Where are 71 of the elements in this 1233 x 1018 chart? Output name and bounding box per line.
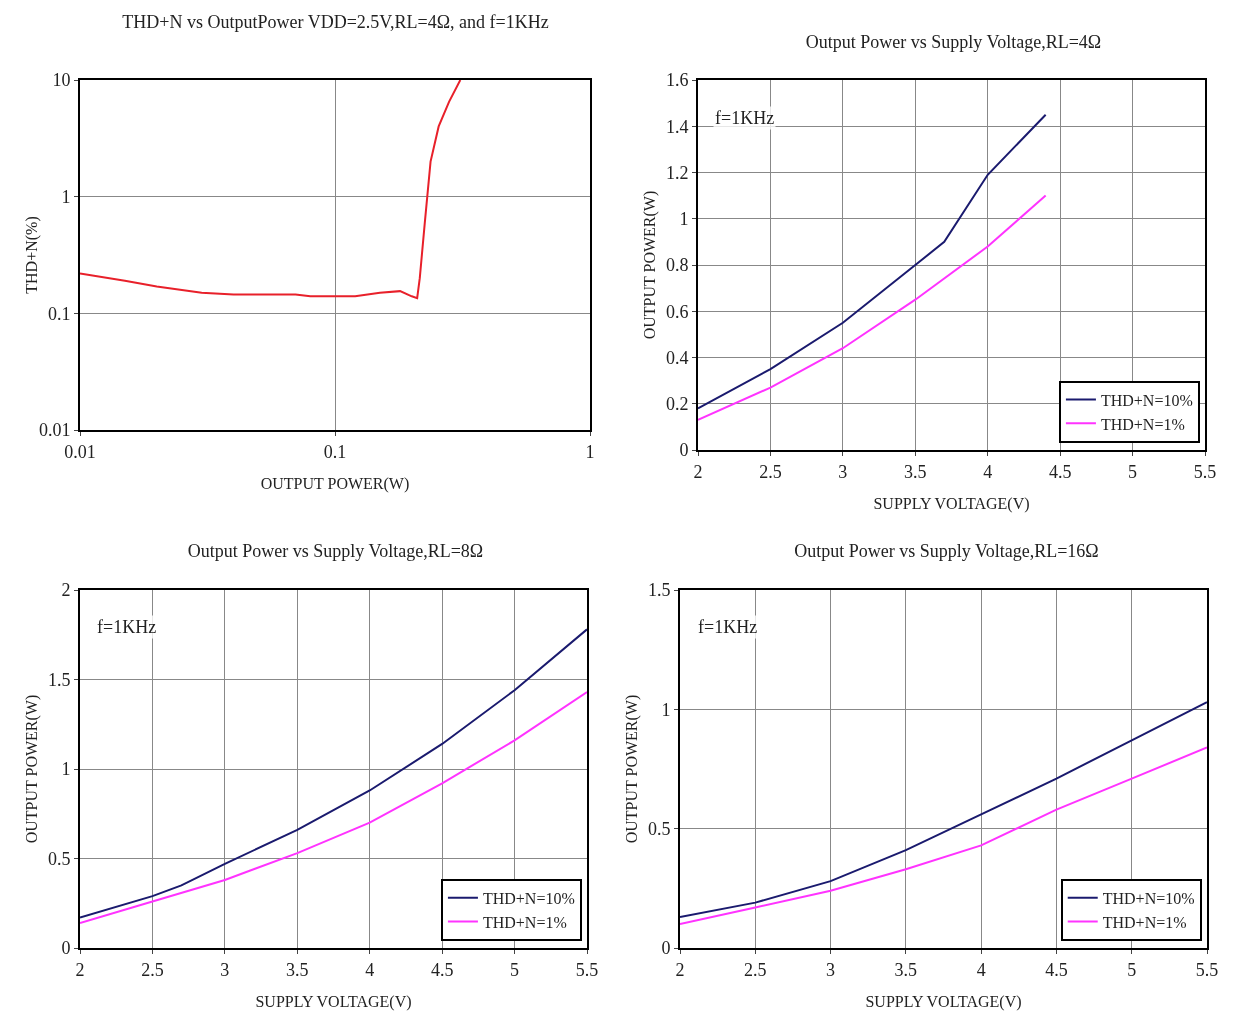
annotation: f=1KHz bbox=[715, 108, 775, 128]
y-axis-title: THD+N(%) bbox=[23, 216, 41, 294]
x-tick-label: 4 bbox=[983, 461, 993, 482]
y-tick-label: 2 bbox=[61, 580, 71, 601]
x-tick-label: 4 bbox=[976, 959, 986, 980]
annotation: f=1KHz bbox=[97, 617, 157, 637]
y-tick-label: 0 bbox=[661, 938, 671, 959]
y-tick-label: 1 bbox=[679, 209, 689, 230]
chart-title: Output Power vs Supply Voltage,RL=8Ω bbox=[187, 541, 484, 562]
x-tick-label: 1 bbox=[585, 441, 595, 462]
y-axis-title: OUTPUT POWER(W) bbox=[641, 190, 659, 340]
y-tick-label: 0.2 bbox=[665, 394, 689, 415]
y-tick-label: 1 bbox=[61, 186, 71, 207]
x-tick-label: 4.5 bbox=[1045, 959, 1068, 980]
y-tick-label: 1 bbox=[661, 699, 671, 720]
x-tick-label: 5.5 bbox=[1193, 461, 1217, 482]
y-tick-label: 0.4 bbox=[665, 347, 689, 368]
y-tick-label: 0.6 bbox=[665, 301, 689, 322]
legend-label: THD+N=1% bbox=[482, 913, 567, 931]
y-tick-label: 0.1 bbox=[47, 303, 71, 324]
y-tick-label: 0.01 bbox=[38, 420, 71, 441]
y-tick-label: 0 bbox=[61, 938, 71, 959]
chart-title: THD+N vs OutputPower VDD=2.5V,RL=4Ω, and f=1KHz bbox=[122, 11, 549, 32]
legend-label: THD+N=10% bbox=[482, 889, 575, 907]
y-tick-label: 1.4 bbox=[665, 116, 689, 137]
x-tick-label: 3 bbox=[826, 959, 836, 980]
y-tick-label: 0.8 bbox=[665, 255, 689, 276]
annotation: f=1KHz bbox=[698, 617, 758, 637]
legend-label: THD+N=1% bbox=[1100, 415, 1185, 433]
y-tick-label: 1.5 bbox=[47, 669, 71, 690]
line-series bbox=[698, 194, 1047, 421]
chart-title: Output Power vs Supply Voltage,RL=4Ω bbox=[805, 31, 1102, 52]
x-tick-label: 4.5 bbox=[1048, 461, 1072, 482]
x-tick-label: 2 bbox=[693, 461, 703, 482]
x-tick-label: 2.5 bbox=[759, 461, 782, 482]
x-tick-label: 2.5 bbox=[141, 959, 164, 980]
x-tick-label: 3.5 bbox=[904, 461, 927, 482]
x-tick-label: 2.5 bbox=[744, 959, 767, 980]
y-axis-title: OUTPUT POWER(W) bbox=[623, 694, 641, 844]
x-tick-label: 4.5 bbox=[430, 959, 454, 980]
y-tick-label: 1 bbox=[61, 759, 71, 780]
x-tick-label: 2 bbox=[75, 959, 85, 980]
y-tick-label: 1.5 bbox=[647, 580, 671, 601]
y-tick-label: 1.6 bbox=[665, 70, 689, 91]
x-tick-label: 3 bbox=[838, 461, 848, 482]
x-tick-label: 3.5 bbox=[894, 959, 918, 980]
x-tick-label: 5 bbox=[1128, 461, 1138, 482]
x-tick-label: 4 bbox=[365, 959, 375, 980]
line-series bbox=[680, 701, 1207, 918]
x-tick-label: 5 bbox=[510, 959, 520, 980]
x-tick-label: 5.5 bbox=[575, 959, 599, 980]
y-tick-label: 1.2 bbox=[665, 162, 689, 183]
y-tick-label: 0.5 bbox=[47, 848, 71, 869]
x-tick-label: 5.5 bbox=[1195, 959, 1219, 980]
chart-title: Output Power vs Supply Voltage,RL=16Ω bbox=[794, 541, 1099, 562]
x-tick-label: 5 bbox=[1127, 959, 1137, 980]
x-axis-title: SUPPLY VOLTAGE(V) bbox=[865, 993, 1022, 1011]
x-axis-title: SUPPLY VOLTAGE(V) bbox=[255, 993, 412, 1011]
x-tick-label: 3.5 bbox=[286, 959, 309, 980]
line-series bbox=[680, 746, 1207, 926]
legend-label: THD+N=10% bbox=[1100, 391, 1193, 409]
x-tick-label: 3 bbox=[220, 959, 230, 980]
legend-label: THD+N=10% bbox=[1102, 889, 1195, 907]
x-axis-title: OUTPUT POWER(W) bbox=[260, 475, 410, 493]
y-tick-label: 10 bbox=[52, 70, 71, 91]
x-tick-label: 0.1 bbox=[323, 441, 347, 462]
y-tick-label: 0.5 bbox=[647, 818, 671, 839]
legend-label: THD+N=1% bbox=[1102, 913, 1187, 931]
y-tick-label: 0 bbox=[679, 440, 689, 461]
x-axis-title: SUPPLY VOLTAGE(V) bbox=[873, 495, 1030, 513]
y-axis-title: OUTPUT POWER(W) bbox=[23, 694, 41, 844]
